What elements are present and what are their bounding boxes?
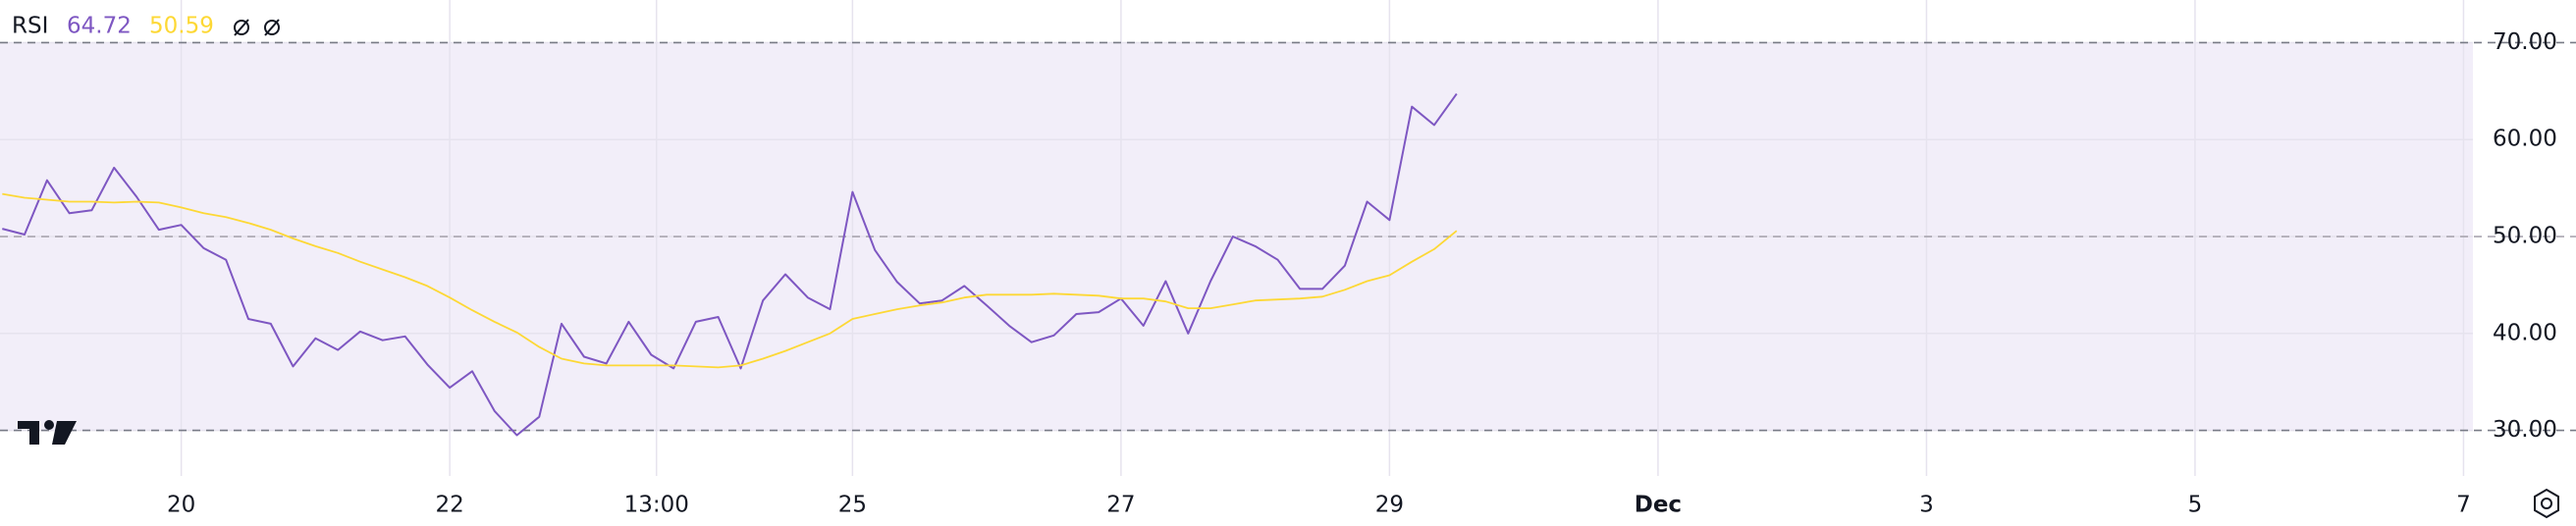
hidden-input-icon[interactable] [264,19,280,36]
series-line [2,93,1458,437]
x-tick-label: Dec [1635,493,1682,518]
x-tick-label: 7 [2456,493,2471,518]
logo [18,420,77,445]
series-line [2,192,1458,369]
x-tick-label: 29 [1375,493,1404,518]
y-tick-label: 70.00 [2493,29,2557,55]
x-tick-label: 22 [435,493,463,518]
x-tick-label: 3 [1919,493,1934,518]
chart-title: RSI [12,14,48,39]
x-tick-label: 20 [167,493,195,518]
x-tick-label: 5 [2188,493,2203,518]
plot-area [0,0,2576,476]
y-tick-label: 60.00 [2493,127,2557,152]
y-tick-label: 40.00 [2493,320,2557,345]
x-tick-label: 13:00 [624,493,689,518]
legend-value: 50.59 [149,14,214,39]
settings-icon[interactable] [2534,488,2559,519]
y-tick-label: 50.00 [2493,224,2557,249]
hidden-input-icon[interactable] [234,19,249,36]
y-tick-label: 30.00 [2493,417,2557,443]
x-tick-label: 27 [1106,493,1135,518]
legend: RSI 64.72 50.59 [12,14,280,39]
x-tick-label: 25 [838,493,867,518]
legend-value: 64.72 [67,14,132,39]
